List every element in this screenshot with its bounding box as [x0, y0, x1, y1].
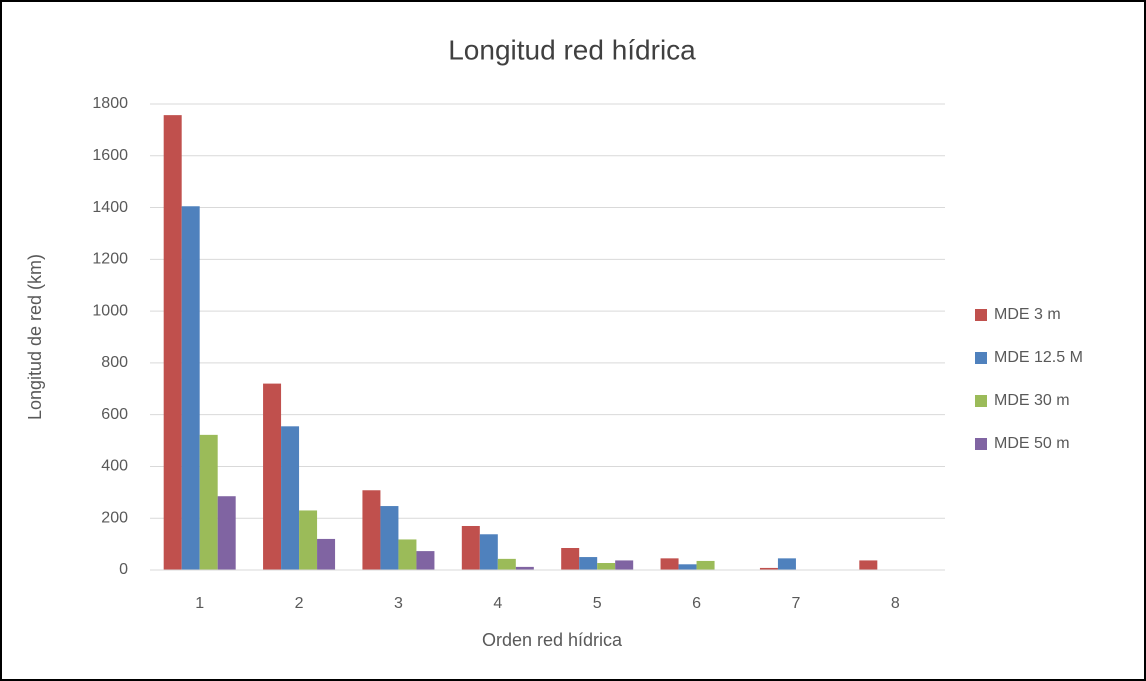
y-tick-label: 1400 [92, 199, 128, 216]
bar [696, 560, 715, 570]
chart-title: Longitud red hídrica [448, 34, 696, 65]
bar [561, 547, 580, 570]
bar [163, 115, 182, 570]
legend-swatch [975, 395, 987, 407]
legend-label: MDE 3 m [994, 306, 1061, 323]
y-tick-label: 0 [119, 561, 128, 578]
legend-label: MDE 12.5 M [994, 349, 1083, 366]
bar [263, 383, 282, 570]
bar [217, 496, 236, 570]
y-tick-label: 1200 [92, 251, 128, 268]
y-tick-label: 800 [101, 354, 128, 371]
bar [199, 434, 218, 570]
bar [678, 564, 697, 570]
x-tick-label: 2 [295, 595, 304, 612]
bar [759, 567, 778, 570]
bar [597, 563, 616, 570]
legend-swatch [975, 309, 987, 321]
x-tick-label: 3 [394, 595, 403, 612]
legend-label: MDE 30 m [994, 392, 1070, 409]
x-tick-label: 8 [891, 595, 900, 612]
y-tick-label: 200 [101, 509, 128, 526]
x-axis-title: Orden red hídrica [482, 630, 623, 650]
bar [299, 510, 318, 570]
legend-swatch [975, 352, 987, 364]
x-tick-label: 1 [195, 595, 204, 612]
bar [416, 551, 435, 570]
x-tick-label: 6 [692, 595, 701, 612]
legend-swatch [975, 438, 987, 450]
y-axis-title: Longitud de red (km) [25, 254, 45, 420]
bar [859, 560, 878, 570]
bar [515, 566, 534, 570]
bar [660, 558, 679, 570]
bar [181, 206, 200, 570]
bar [281, 426, 300, 570]
y-tick-label: 600 [101, 406, 128, 423]
y-tick-label: 1000 [92, 302, 128, 319]
bar [615, 560, 634, 570]
x-tick-label: 5 [593, 595, 602, 612]
bar [777, 558, 796, 570]
bar [479, 534, 498, 570]
x-tick-label: 7 [791, 595, 800, 612]
y-tick-label: 1800 [92, 95, 128, 112]
bar [398, 539, 417, 570]
y-tick-label: 1600 [92, 147, 128, 164]
bar [380, 506, 399, 570]
bar [579, 557, 598, 570]
bar [497, 558, 516, 570]
bar [317, 538, 336, 570]
x-tick-label: 4 [493, 595, 502, 612]
y-tick-label: 400 [101, 458, 128, 475]
bar [362, 490, 381, 570]
legend-label: MDE 50 m [994, 435, 1070, 452]
bar [461, 525, 480, 570]
